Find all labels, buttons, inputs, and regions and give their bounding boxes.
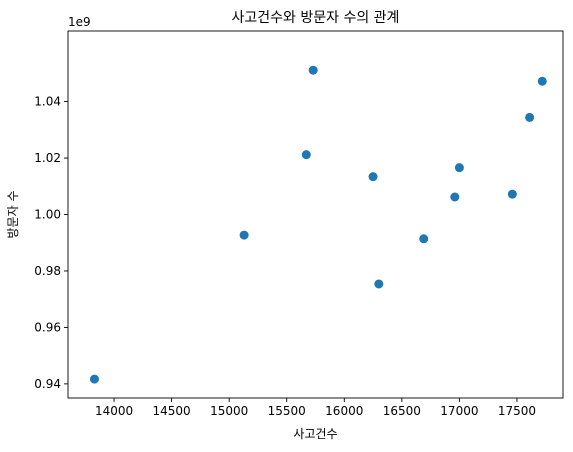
x-tick-label: 15500 [268,404,306,418]
y-axis-label: 방문자 수 [6,191,20,239]
x-tick-label: 14500 [153,404,191,418]
data-point [239,230,249,240]
x-tick-label: 15000 [210,404,248,418]
x-axis: 14000 14500 15000 15500 16000 16500 17000 17500 [95,398,536,418]
data-point [308,65,318,75]
data-point [537,76,547,86]
x-tick-label: 16000 [325,404,363,418]
data-point [507,189,517,199]
data-point [450,192,460,202]
y-tick-label: 0.98 [34,264,61,278]
data-point [419,234,429,244]
y-offset-label: 1e9 [68,15,91,29]
data-point [89,374,99,384]
y-tick-label: 0.96 [34,320,61,334]
data-point [368,172,378,182]
data-point [525,112,535,122]
data-point [454,163,464,173]
x-tick-label: 16500 [383,404,421,418]
x-tick-label: 17000 [440,404,478,418]
y-tick-label: 1.00 [34,208,61,222]
y-tick-label: 1.02 [34,151,61,165]
x-axis-label: 사고건수 [293,427,337,441]
plot-area [68,31,563,398]
y-tick-label: 0.94 [34,377,61,391]
data-point [374,279,384,289]
y-axis: 0.94 0.96 0.98 1.00 1.02 1.04 [34,95,68,391]
data-point [301,150,311,160]
x-tick-label: 14000 [95,404,133,418]
points-layer [89,65,547,384]
chart-title: 사고건수와 방문자 수의 관계 [232,10,400,26]
y-tick-label: 1.04 [34,95,61,109]
x-tick-label: 17500 [498,404,536,418]
